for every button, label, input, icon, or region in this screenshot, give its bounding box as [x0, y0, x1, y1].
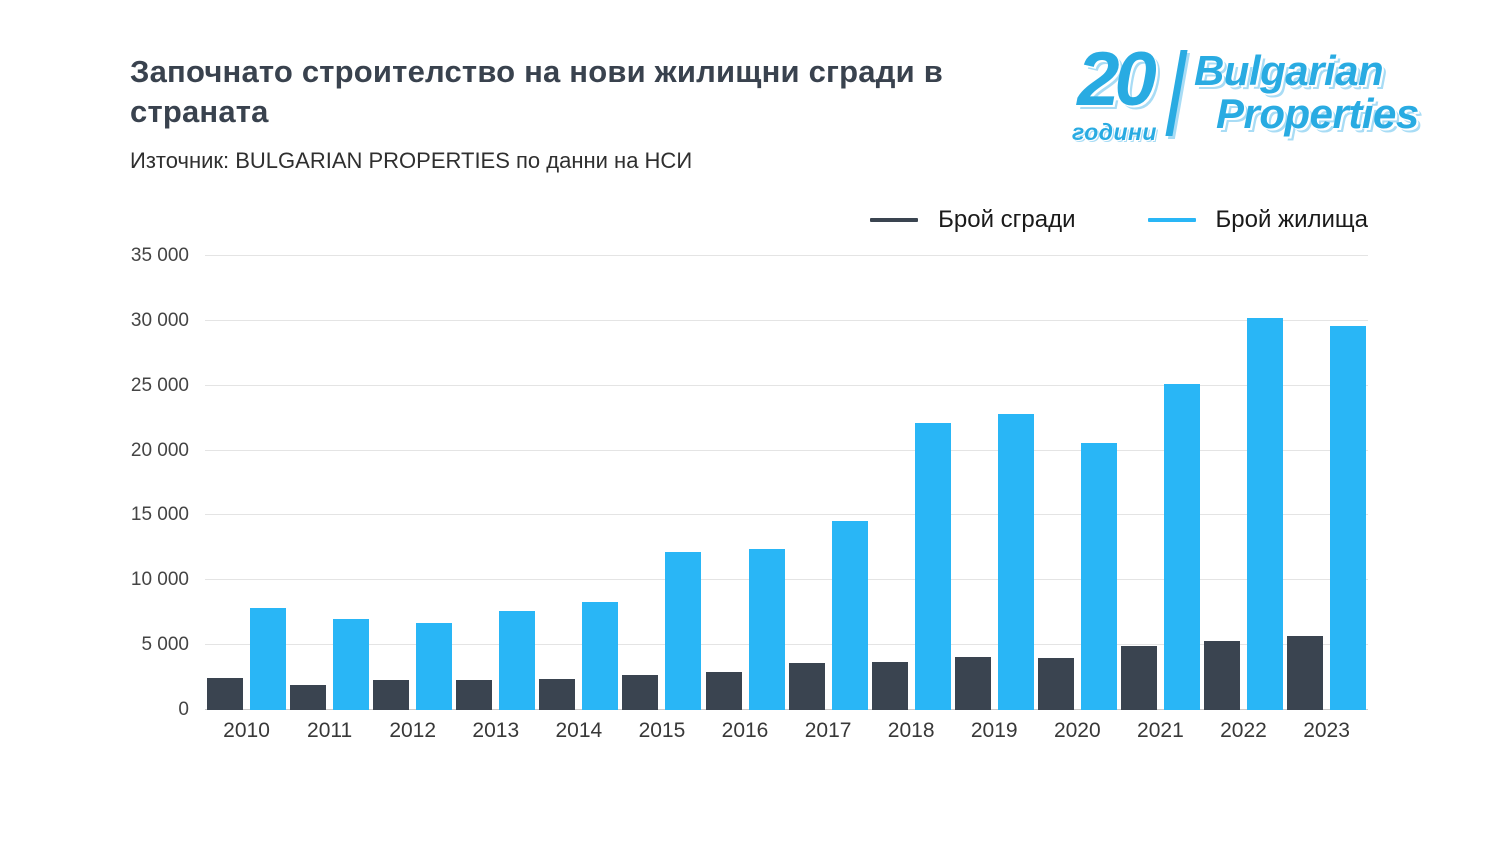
- bar-dwellings-2020: [1080, 442, 1117, 710]
- bar-group-2012: [371, 256, 454, 710]
- bar-buildings-2010: [207, 677, 244, 710]
- legend-item-dwellings: Брой жилища: [1147, 206, 1368, 234]
- bar-buildings-2019: [954, 656, 991, 710]
- legend: Брой сгради Брой жилища: [870, 206, 1368, 234]
- gridline: [205, 644, 1368, 646]
- gridline: [205, 449, 1368, 451]
- bar-buildings-2011: [290, 685, 327, 710]
- x-axis-tick-label: 2017: [804, 719, 852, 742]
- bar-buildings-2014: [539, 678, 576, 710]
- logo-brand-line2: Properties: [1215, 89, 1419, 137]
- plot-area: 0 5 000 10 000 15 000 20 000 25 000 30 000 35 0…: [131, 245, 1368, 742]
- bar-dwellings-2017: [831, 520, 868, 710]
- bar-buildings-2022: [1203, 641, 1240, 710]
- bar-dwellings-2015: [665, 551, 702, 710]
- bar-group-2015: [620, 256, 703, 710]
- logo-anniversary-number: 20: [1077, 37, 1157, 122]
- bar-group-2017: [787, 256, 870, 710]
- y-axis-tick-label: 30 000: [130, 309, 189, 331]
- chart-title: Започнато строителство на нови жилищни с…: [130, 54, 943, 130]
- bar-buildings-2016: [705, 672, 742, 710]
- y-axis-tick-label: 35 000: [130, 245, 189, 266]
- bar-dwellings-2016: [748, 549, 785, 710]
- x-axis-tick-label: 2015: [638, 719, 686, 742]
- bar-dwellings-2021: [1163, 384, 1200, 710]
- logo-separator: [1165, 50, 1188, 136]
- logo-brand-line1: Bulgarian: [1193, 47, 1384, 94]
- bar-group-2022: [1202, 256, 1285, 710]
- bar-group-2020: [1036, 256, 1119, 710]
- bar-group-2014: [537, 256, 620, 710]
- x-axis-tick-label: 2012: [389, 719, 437, 742]
- bar-buildings-2015: [622, 674, 659, 710]
- bar-group-2010: [205, 256, 288, 710]
- bar-dwellings-2019: [997, 414, 1034, 710]
- legend-marker-dwellings: [1147, 218, 1196, 222]
- bar-group-2021: [1119, 256, 1202, 710]
- bar-dwellings-2013: [499, 611, 536, 710]
- bar-dwellings-2010: [250, 607, 287, 710]
- gridline: [205, 514, 1368, 516]
- bar-buildings-2017: [788, 663, 825, 710]
- legend-item-buildings: Брой сгради: [870, 206, 1076, 234]
- bar-buildings-2012: [373, 680, 410, 710]
- bar-buildings-2023: [1287, 636, 1324, 710]
- logo-anniversary-label: години: [1072, 118, 1157, 145]
- bar-buildings-2018: [871, 662, 908, 710]
- bar-dwellings-2022: [1246, 318, 1283, 710]
- x-axis-tick-label: 2021: [1137, 719, 1184, 742]
- x-axis-tick-label: 2018: [887, 719, 935, 742]
- x-axis-tick-label: 2023: [1303, 719, 1350, 742]
- x-axis-tick-label: 2016: [721, 719, 769, 742]
- bar-buildings-2021: [1120, 646, 1157, 710]
- x-axis-tick-label: 2019: [970, 719, 1018, 742]
- bar-dwellings-2018: [914, 423, 951, 710]
- y-axis-tick-label: 25 000: [130, 374, 189, 396]
- gridline: [205, 255, 1368, 256]
- bar-buildings-2020: [1037, 658, 1074, 710]
- bar-dwellings-2012: [416, 623, 453, 710]
- legend-marker-buildings: [870, 218, 919, 222]
- bar-dwellings-2014: [582, 602, 619, 710]
- x-axis-tick-label: 2011: [307, 719, 353, 742]
- bar-group-2016: [703, 256, 786, 710]
- gridline: [205, 579, 1368, 581]
- bar-group-2019: [953, 256, 1036, 710]
- x-axis-tick-label: 2014: [555, 719, 603, 742]
- bar-dwellings-2011: [333, 619, 370, 710]
- gridline: [205, 319, 1368, 321]
- legend-label-buildings: Брой сгради: [938, 206, 1076, 233]
- gridline: [205, 709, 1368, 710]
- y-axis-tick-label: 20 000: [130, 439, 189, 461]
- bar-group-2018: [870, 256, 953, 710]
- y-axis-tick-label: 0: [178, 699, 189, 720]
- logo-brand-name: Bulgarian Properties: [1193, 47, 1419, 137]
- bar-dwellings-2023: [1330, 326, 1367, 710]
- x-axis-labels: 2010 2011 2012 2013 2014 2015 2016 2017 2018 2019…: [205, 719, 1368, 743]
- x-axis-tick-label: 2013: [472, 719, 520, 742]
- y-axis-tick-label: 15 000: [130, 504, 189, 526]
- x-axis-tick-label: 2010: [223, 719, 270, 742]
- bar-group-2011: [288, 256, 371, 710]
- legend-label-dwellings: Брой жилища: [1215, 206, 1368, 233]
- x-axis-tick-label: 2022: [1220, 719, 1267, 742]
- y-axis-tick-label: 10 000: [130, 569, 189, 591]
- bars: [205, 256, 1368, 710]
- logo-anniversary: 20 години: [1072, 37, 1157, 146]
- chart-source: Източник: BULGARIAN PROPERTIES по данни …: [130, 148, 693, 173]
- bar-group-2013: [454, 256, 537, 710]
- x-axis-tick-label: 2020: [1053, 719, 1101, 742]
- bar-group-2023: [1285, 256, 1368, 710]
- gridline: [205, 384, 1368, 386]
- bar-buildings-2013: [456, 680, 493, 710]
- brand-logo: 20 години Bulgarian Properties: [1072, 42, 1419, 146]
- y-axis-tick-label: 5 000: [141, 634, 189, 656]
